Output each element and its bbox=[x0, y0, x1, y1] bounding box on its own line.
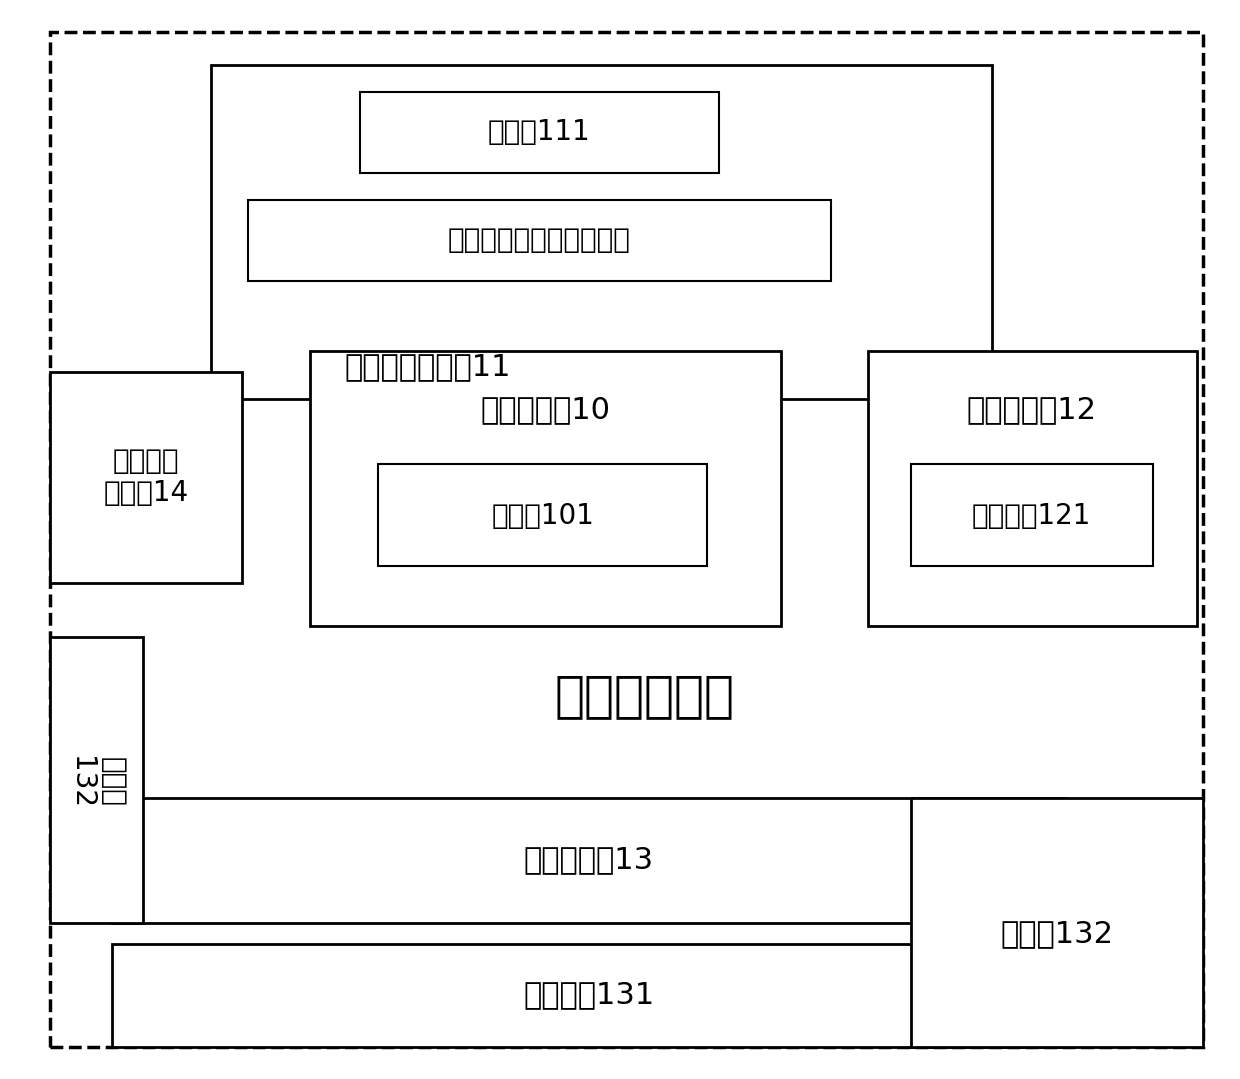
Bar bbox=[868, 351, 1197, 626]
Text: 无线遥控
子系统14: 无线遥控 子系统14 bbox=[104, 447, 188, 507]
Text: 摄像头111: 摄像头111 bbox=[489, 118, 590, 146]
Text: 网球捡发设备: 网球捡发设备 bbox=[554, 672, 735, 720]
Bar bbox=[360, 92, 719, 173]
Text: 主控板101: 主控板101 bbox=[492, 502, 594, 530]
Bar bbox=[112, 944, 1066, 1047]
Bar bbox=[310, 351, 781, 626]
Text: 集球笜
132: 集球笜 132 bbox=[67, 755, 126, 809]
Bar bbox=[211, 65, 992, 399]
Text: 集球笜132: 集球笜132 bbox=[999, 919, 1114, 947]
Text: 移动底盘131: 移动底盘131 bbox=[523, 981, 655, 1009]
Bar bbox=[50, 637, 143, 923]
Bar bbox=[911, 464, 1153, 566]
Text: 基于视觉的网球识别程序: 基于视觉的网球识别程序 bbox=[448, 226, 631, 254]
Bar bbox=[378, 464, 707, 566]
Text: 发球子系统12: 发球子系统12 bbox=[967, 396, 1096, 424]
Text: 主控子系统10: 主控子系统10 bbox=[481, 396, 610, 424]
Text: 网球识别子系统11: 网球识别子系统11 bbox=[345, 353, 511, 381]
Text: 发球机构121: 发球机构121 bbox=[972, 502, 1091, 530]
Bar bbox=[911, 798, 1203, 1047]
Bar bbox=[50, 372, 242, 583]
Bar bbox=[112, 798, 1066, 923]
Text: 捡球子系统13: 捡球子系统13 bbox=[525, 846, 653, 874]
Bar bbox=[248, 200, 831, 281]
